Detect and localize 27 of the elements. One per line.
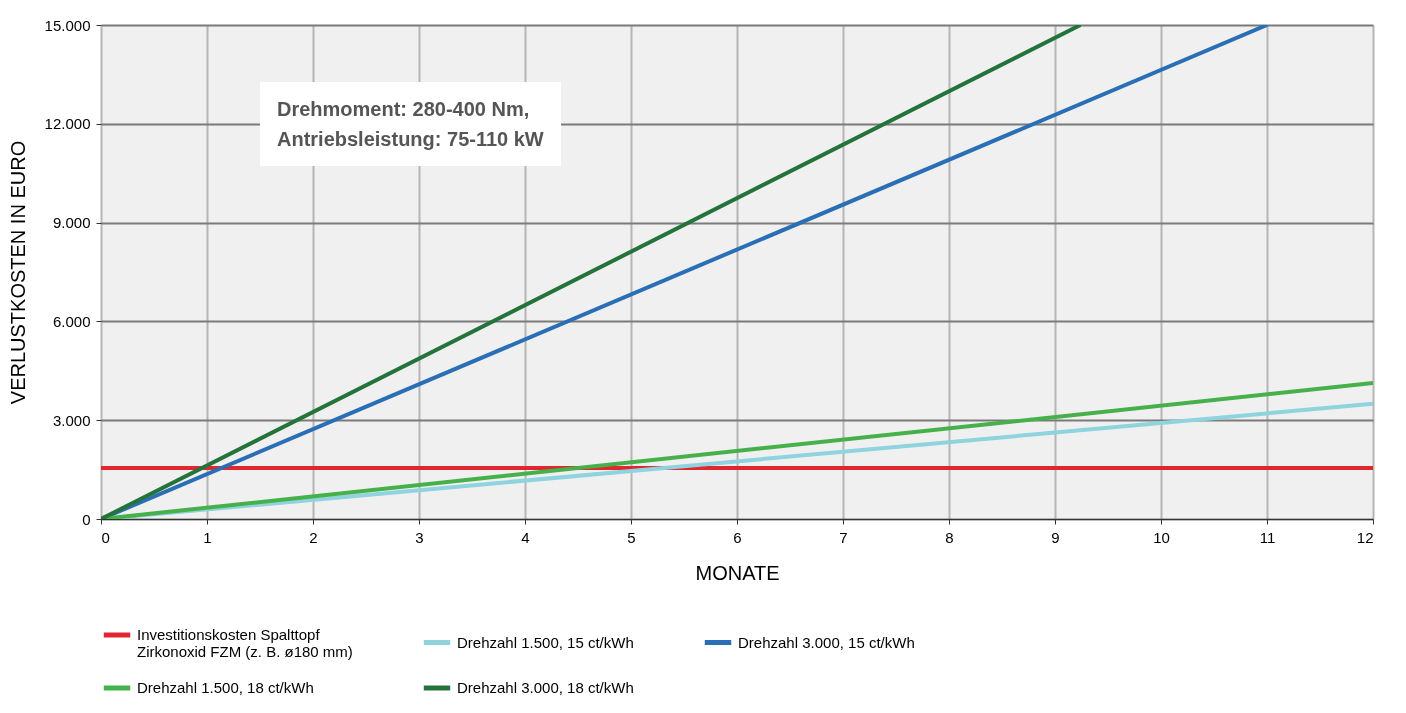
legend-label: Drehzahl 1.500, 18 ct/kWh: [137, 679, 314, 696]
x-tick-label: 6: [733, 528, 742, 546]
x-tick-label: 12: [1356, 528, 1374, 546]
x-axis-title: MONATE: [695, 561, 780, 584]
y-tick-label: 3.000: [52, 411, 91, 429]
x-tick-label: 9: [1051, 528, 1060, 546]
legend-label: Investitionskosten Spalttopf Zirkonoxid FZM (z. B. ø180 mm): [137, 626, 353, 660]
x-tick-label: 1: [203, 528, 212, 546]
x-tick-label: 11: [1259, 528, 1276, 546]
x-tick-label: 10: [1153, 528, 1170, 546]
y-tick-label: 15.000: [44, 16, 91, 34]
x-tick-label: 4: [521, 528, 530, 546]
x-tick-label: 7: [839, 528, 848, 546]
annotation: Drehmoment: 280-400 Nm, Antriebsleistung: 75-110 kW: [260, 82, 561, 166]
y-tick-label: 0: [82, 510, 91, 528]
x-tick-label: 2: [309, 528, 318, 546]
x-tick-label: 0: [101, 528, 110, 546]
y-tick-label: 6.000: [52, 312, 91, 330]
legend-label: Drehzahl 1.500, 15 ct/kWh: [457, 633, 634, 651]
y-axis-title: VERLUSTKOSTEN IN EURO: [6, 140, 29, 405]
x-tick-label: 3: [415, 528, 424, 546]
y-tick-label: 12.000: [44, 115, 91, 133]
y-tick-label: 9.000: [52, 214, 91, 232]
legend-label: Drehzahl 3.000, 15 ct/kWh: [738, 633, 915, 651]
x-tick-label: 5: [627, 528, 636, 546]
x-tick-label: 8: [945, 528, 954, 546]
legend-label: Drehzahl 3.000, 18 ct/kWh: [457, 679, 634, 696]
